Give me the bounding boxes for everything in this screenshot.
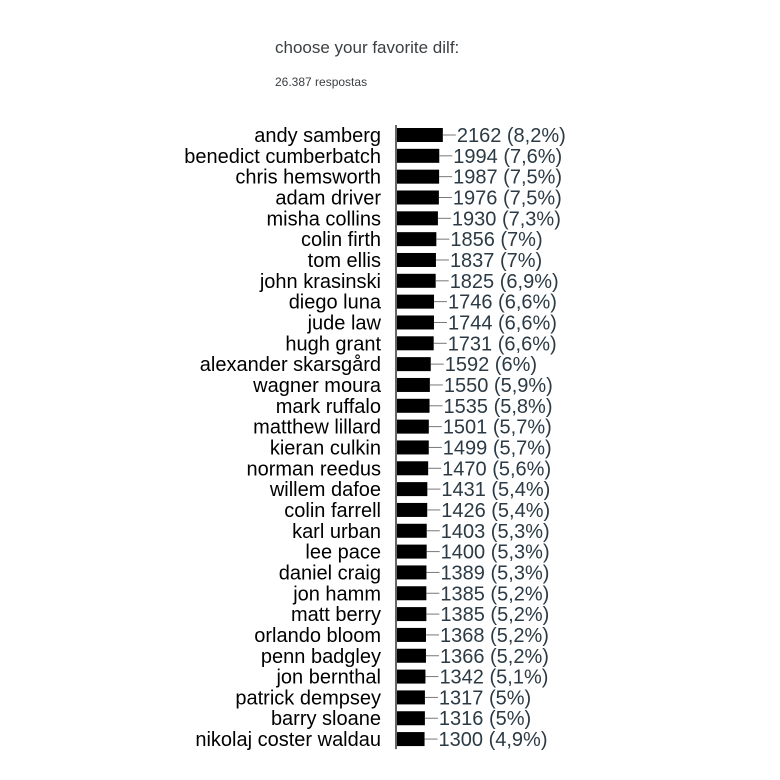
data-label: 1744 (6,6%)	[448, 312, 557, 334]
category-label: alexander skarsgård	[200, 354, 381, 376]
data-label: 1300 (4,9%)	[439, 729, 548, 751]
category-label: jon bernthal	[275, 667, 381, 689]
data-label: 1499 (5,7%)	[443, 437, 552, 459]
data-label: 1389 (5,3%)	[440, 562, 549, 584]
data-label: 1930 (7,3%)	[452, 208, 561, 230]
bar	[397, 523, 427, 538]
data-label: 1994 (7,6%)	[453, 146, 562, 168]
data-label: 1403 (5,3%)	[441, 521, 550, 543]
data-label: 1431 (5,4%)	[441, 479, 550, 501]
bar	[397, 732, 425, 747]
bar	[397, 398, 430, 413]
bar	[397, 648, 426, 663]
data-label: 1400 (5,3%)	[441, 542, 550, 564]
bar	[397, 419, 429, 434]
category-label: daniel craig	[279, 562, 381, 584]
bar	[397, 544, 427, 559]
data-label: 1317 (5%)	[439, 687, 531, 709]
category-label: kieran culkin	[270, 437, 381, 459]
data-label: 1592 (6%)	[445, 354, 537, 376]
data-label: 1385 (5,2%)	[440, 604, 549, 626]
bar	[397, 440, 429, 455]
bar	[397, 232, 437, 247]
category-label: andy samberg	[254, 125, 381, 147]
category-label: barry sloane	[271, 708, 381, 730]
category-label: norman reedus	[246, 458, 381, 480]
data-label: 1550 (5,9%)	[444, 375, 553, 397]
category-label: chris hemsworth	[235, 167, 381, 189]
data-label: 1316 (5%)	[439, 708, 531, 730]
category-label: colin firth	[301, 229, 381, 251]
category-label: matthew lillard	[253, 417, 381, 439]
category-label: benedict cumberbatch	[184, 146, 381, 168]
bar	[397, 190, 439, 205]
bar	[397, 711, 425, 726]
data-label: 1856 (7%)	[450, 229, 542, 251]
bar	[397, 357, 431, 372]
category-label: willem dafoe	[269, 479, 381, 501]
bar	[397, 252, 436, 267]
data-label: 1825 (6,9%)	[450, 271, 559, 293]
bar	[397, 627, 427, 642]
category-label: adam driver	[275, 187, 381, 209]
category-label: misha collins	[267, 208, 381, 230]
category-label: matt berry	[291, 604, 381, 626]
category-label: lee pace	[305, 542, 381, 564]
data-label: 1535 (5,8%)	[444, 396, 553, 418]
data-label: 1746 (6,6%)	[448, 292, 557, 314]
category-label: karl urban	[292, 521, 381, 543]
bar	[397, 336, 434, 351]
category-label: jon hamm	[292, 583, 381, 605]
bar	[397, 669, 426, 684]
response-count: 26.387 respostas	[275, 75, 368, 89]
data-label: 1731 (6,6%)	[448, 333, 557, 355]
category-label: nikolaj coster waldau	[195, 729, 381, 751]
category-label: jude law	[307, 312, 382, 334]
data-label: 1976 (7,5%)	[453, 187, 562, 209]
bar	[397, 128, 443, 142]
bar	[397, 586, 427, 601]
category-label: wagner moura	[252, 375, 382, 397]
category-label: diego luna	[289, 292, 382, 314]
category-label: patrick dempsey	[235, 687, 381, 709]
bar	[397, 315, 434, 330]
bar	[397, 148, 440, 163]
bar	[397, 273, 436, 288]
data-label: 1987 (7,5%)	[453, 167, 562, 189]
bar	[397, 461, 429, 476]
bar	[397, 690, 425, 705]
data-label: 1426 (5,4%)	[441, 500, 550, 522]
bar	[397, 482, 428, 497]
data-label: 1342 (5,1%)	[439, 667, 548, 689]
bar	[397, 377, 430, 392]
bar	[397, 294, 435, 309]
data-label: 1385 (5,2%)	[440, 583, 549, 605]
category-label: mark ruffalo	[276, 396, 381, 418]
category-label: hugh grant	[285, 333, 381, 355]
data-label: 1470 (5,6%)	[442, 458, 551, 480]
category-label: tom ellis	[308, 250, 381, 272]
data-label: 1368 (5,2%)	[440, 625, 549, 647]
bar	[397, 565, 427, 580]
question-title: choose your favorite dilf:	[275, 38, 460, 57]
category-label: colin farrell	[284, 500, 381, 522]
bar	[397, 502, 428, 517]
bar	[397, 211, 438, 226]
category-label: penn badgley	[261, 646, 381, 668]
bar	[397, 607, 427, 622]
data-label: 1501 (5,7%)	[443, 417, 552, 439]
data-label: 1366 (5,2%)	[440, 646, 549, 668]
category-label: orlando bloom	[254, 625, 381, 647]
data-label: 2162 (8,2%)	[457, 125, 566, 147]
bar	[397, 169, 440, 184]
category-label: john krasinski	[259, 271, 381, 293]
data-label: 1837 (7%)	[450, 250, 542, 272]
